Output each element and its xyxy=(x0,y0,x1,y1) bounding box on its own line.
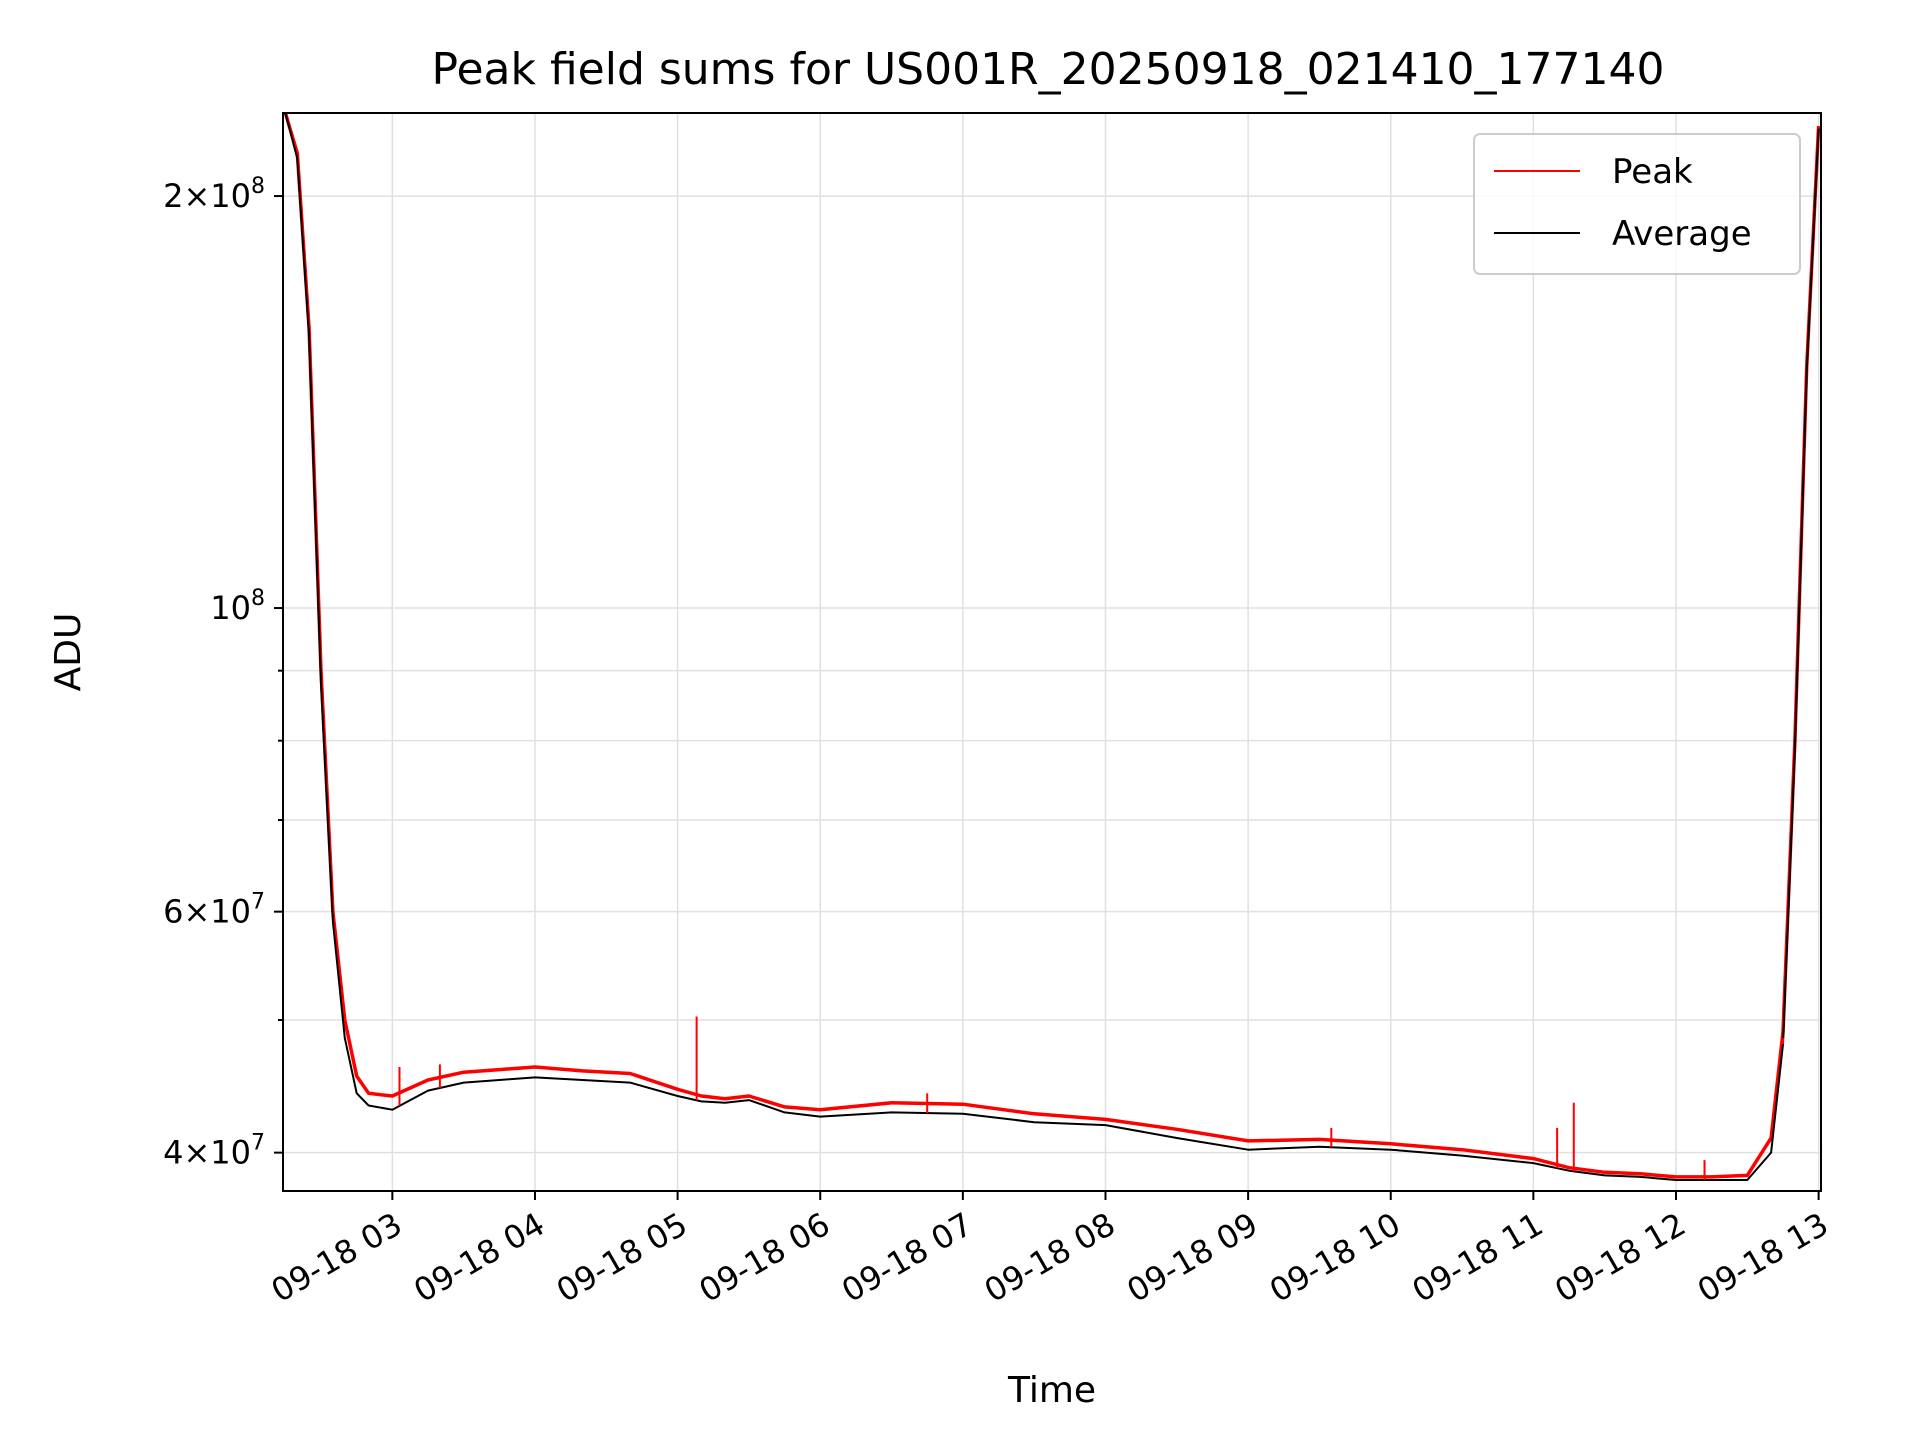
y-axis-ticks: 4×107 6×107 108 2×108 xyxy=(163,174,283,1172)
y-tick-label: 6×107 xyxy=(163,890,265,931)
series-line-average xyxy=(284,113,1820,1181)
y-tick-label: 108 xyxy=(210,586,265,627)
plot-area xyxy=(283,113,1821,1181)
axes-frame xyxy=(282,112,1822,1192)
chart-title: Peak field sums for US001R_20250918_0214… xyxy=(431,44,1664,95)
legend: Peak Average xyxy=(1473,133,1801,275)
y-axis-label: ADU xyxy=(48,613,89,692)
y-tick-label: 2×108 xyxy=(163,174,265,215)
legend-label-average: Average xyxy=(1612,214,1752,254)
series-line-peak xyxy=(283,113,1821,1179)
legend-frame xyxy=(1473,133,1801,275)
y-tick-label: 4×107 xyxy=(163,1131,265,1172)
legend-label-peak: Peak xyxy=(1612,152,1693,192)
x-axis-label: Time xyxy=(1007,1370,1096,1411)
series-layer xyxy=(283,113,1821,1181)
